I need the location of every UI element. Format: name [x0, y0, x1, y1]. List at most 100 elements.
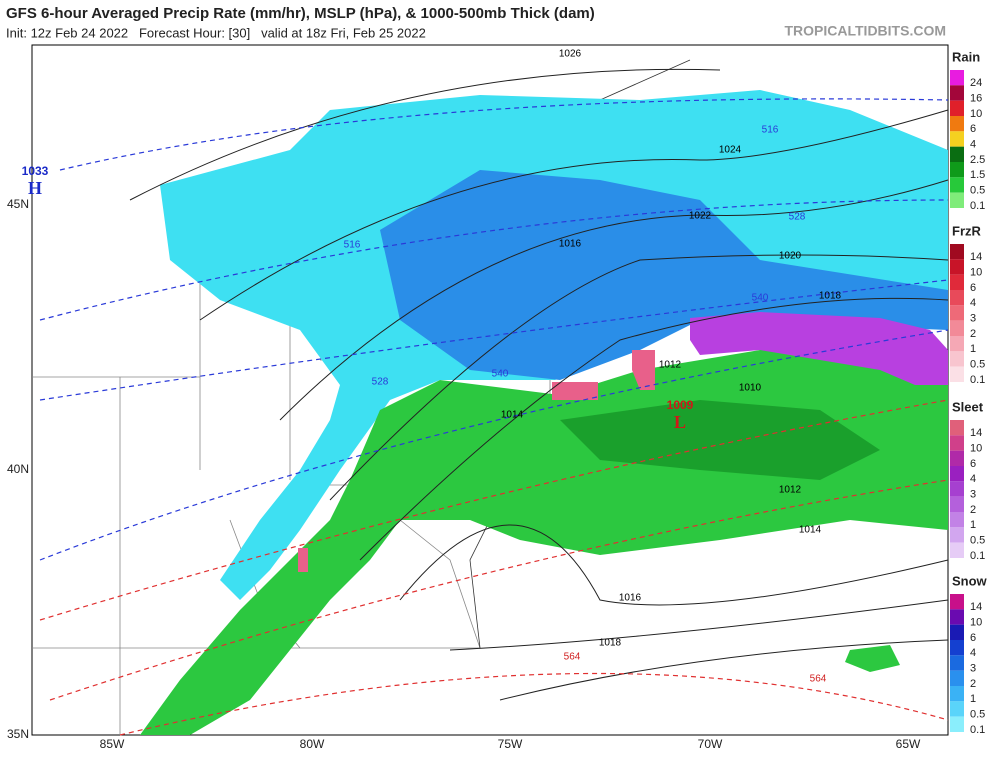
isobar-label: 1026 — [559, 49, 582, 60]
lon-label: 85W — [100, 737, 125, 751]
thickness-label: 528 — [789, 212, 806, 223]
legend-swatch — [950, 496, 964, 512]
legend-swatch — [950, 274, 964, 290]
legend-label: 10 — [970, 108, 982, 120]
legend-swatch — [950, 366, 964, 382]
legend-label: 0.1 — [970, 200, 985, 212]
legend-swatch — [950, 100, 964, 116]
legend-label: 0.1 — [970, 724, 985, 736]
legend-swatch — [950, 609, 964, 625]
lat-label: 40N — [7, 462, 29, 476]
isobar-label: 1012 — [659, 360, 682, 371]
legend-swatch — [950, 351, 964, 367]
legend-swatch — [950, 624, 964, 640]
legend-label: 2 — [970, 504, 976, 516]
legend-swatch — [950, 162, 964, 178]
legend-label: 6 — [970, 458, 976, 470]
legend-title: Rain — [952, 49, 980, 64]
isobar — [329, 254, 949, 501]
legend-label: 14 — [970, 601, 982, 613]
legend-label: 1 — [970, 519, 976, 531]
isobar-label: 1012 — [779, 485, 802, 496]
legend-swatch — [950, 244, 964, 260]
legend-swatch — [950, 305, 964, 321]
thickness-label: 540 — [752, 293, 769, 304]
thickness-line — [119, 672, 949, 736]
isobar-label: 1014 — [799, 525, 822, 536]
legend-title: Sleet — [952, 399, 984, 414]
isobar — [129, 68, 721, 201]
legend-swatch — [950, 336, 964, 352]
isobar-label: 1010 — [739, 383, 762, 394]
map: 1026 1024 1022 1020 1018 1016 1014 1012 1010 1012… — [22, 44, 949, 736]
thickness-label: 516 — [344, 240, 361, 251]
legend-swatch — [950, 85, 964, 101]
legend-swatch — [950, 131, 964, 147]
legend-swatch — [950, 70, 964, 86]
lat-label: 35N — [7, 727, 29, 741]
pressure-center-label: H — [28, 178, 42, 198]
legend-label: 0.5 — [970, 709, 985, 721]
legend-label: 10 — [970, 267, 982, 279]
thickness-line — [59, 98, 949, 171]
legend-swatch — [950, 192, 964, 208]
lon-label: 70W — [698, 737, 723, 751]
freezing-rain — [552, 382, 598, 400]
lon-label: 65W — [896, 737, 921, 751]
thickness-line — [39, 399, 949, 621]
legend-label: 6 — [970, 632, 976, 644]
freezing-rain — [632, 350, 655, 390]
isobar-label: 1018 — [599, 638, 622, 649]
sleet — [690, 312, 948, 385]
legend-label: 16 — [970, 93, 982, 105]
pressure-center-value: 1033 — [22, 164, 49, 178]
legend-label: 3 — [970, 313, 976, 325]
isobar-label: 1018 — [819, 291, 842, 302]
legend-swatch — [950, 512, 964, 528]
legend-label: 3 — [970, 489, 976, 501]
credit: TROPICALTIDBITS.COM — [784, 23, 946, 39]
legend-swatch — [950, 527, 964, 543]
title: GFS 6-hour Averaged Precip Rate (mm/hr),… — [6, 5, 595, 22]
legend-swatch — [950, 542, 964, 558]
isobar — [499, 639, 949, 701]
legend-label: 14 — [970, 427, 982, 439]
isobar — [279, 179, 949, 421]
legend-label: 4 — [970, 473, 976, 485]
legend-label: 1.5 — [970, 169, 985, 181]
legend-swatch — [950, 466, 964, 482]
legend-label: 24 — [970, 77, 982, 89]
thickness-label: 564 — [810, 674, 827, 685]
legend-label: 6 — [970, 123, 976, 135]
thickness-line — [39, 329, 949, 561]
isobar-label: 1014 — [501, 410, 524, 421]
legend-label: 2 — [970, 678, 976, 690]
legend-label: 1 — [970, 343, 976, 355]
legend-label: 14 — [970, 251, 982, 263]
legend-swatch — [950, 670, 964, 686]
legend-swatch — [950, 320, 964, 336]
legend-label: 2.5 — [970, 154, 985, 166]
legend-swatch — [950, 716, 964, 732]
legend: Rain241610642.51.50.50.1FrzR1410643210.5… — [950, 49, 988, 736]
isobar — [199, 109, 949, 321]
isobar — [359, 297, 949, 561]
rain-moderate — [560, 400, 880, 480]
legend-label: 4 — [970, 647, 976, 659]
legend-swatch — [950, 290, 964, 306]
legend-label: 0.5 — [970, 359, 985, 371]
legend-label: 1 — [970, 693, 976, 705]
legend-label: 2 — [970, 328, 976, 340]
freezing-rain — [298, 548, 308, 572]
thickness-line — [39, 279, 949, 401]
pressure-center-value: 1009 — [667, 398, 694, 412]
isobar-label: 1016 — [559, 239, 582, 250]
legend-swatch — [950, 686, 964, 702]
legend-swatch — [950, 177, 964, 193]
legend-swatch — [950, 116, 964, 132]
thickness-label: 528 — [372, 377, 389, 388]
legend-label: 10 — [970, 617, 982, 629]
legend-label: 4 — [970, 297, 976, 309]
legend-swatch — [950, 701, 964, 717]
